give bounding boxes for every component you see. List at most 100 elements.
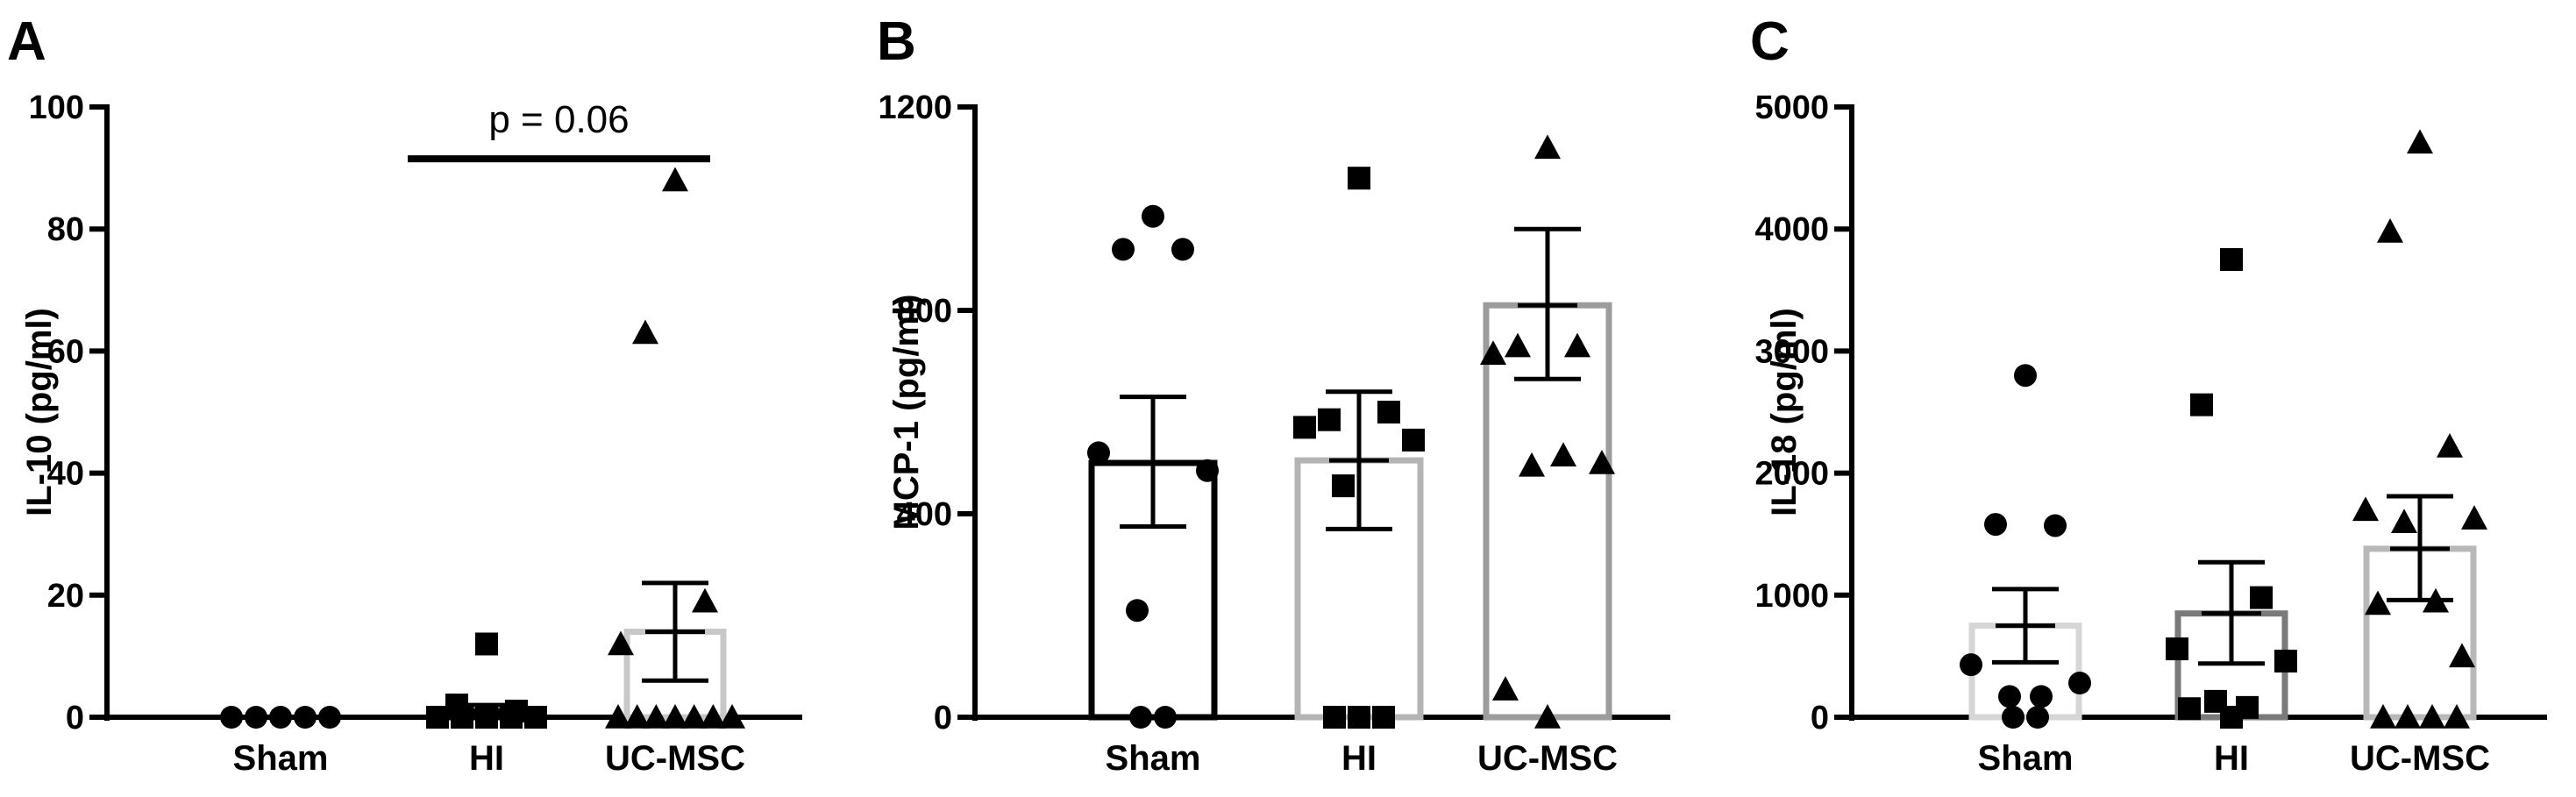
panel-c-data-point [2014, 364, 2037, 388]
panel-b-data-point [1332, 474, 1355, 498]
panel-b-data-point [1492, 676, 1519, 701]
panel-b-data-point [1519, 452, 1545, 477]
panel-b-ytick-label: 400 [897, 496, 952, 533]
panel-b-data-point [1112, 238, 1135, 261]
panel-a-data-point [475, 632, 498, 656]
panel-b-data-point [1377, 401, 1400, 423]
panel-a-data-point [623, 704, 651, 729]
panel-b-data-point [1589, 450, 1615, 474]
panel-a-ytick-label: 60 [47, 333, 84, 370]
panel-b-data-point [1142, 204, 1164, 228]
panel-a-data-point [451, 706, 473, 729]
panel-b-data-point [1087, 441, 1110, 465]
panel-a-data-point [318, 706, 341, 729]
panel-a-ytick-label: 20 [47, 578, 84, 615]
panel-b-data-point [1372, 706, 1395, 729]
panel-a-data-point [426, 706, 449, 729]
panel-c-data-point [2352, 496, 2379, 522]
panel-a-ytick-label: 0 [66, 700, 84, 737]
panel-a-data-point [719, 704, 745, 729]
panel-letter-a: A [7, 11, 46, 72]
panel-a-category-label: Sham [233, 739, 329, 778]
panel-a-ytick-label: 80 [47, 211, 84, 248]
panel-a: A 0 20 40 60 80 100 IL-10 (pg/ml) Sham HI UC-MSC p… [7, 11, 802, 778]
panel-c-data-point [2395, 704, 2421, 729]
panel-c-data-point [2220, 248, 2243, 271]
panel-c-data-point [1960, 653, 1982, 677]
panel-a-y-axis-title: IL-10 (pg/ml) [20, 308, 59, 516]
panel-c-data-point [2444, 704, 2470, 729]
panel-c-data-point [2370, 704, 2396, 729]
panel-a-data-point [245, 706, 267, 729]
panel-c-data-point [2437, 432, 2463, 458]
panel-c-category-label: UC-MSC [2350, 739, 2490, 778]
panel-b-data-point [1171, 238, 1194, 261]
panel-c-data-point [2250, 586, 2273, 609]
panel-a-data-point [608, 630, 634, 656]
panel-b-data-point [1129, 706, 1152, 729]
panel-b-ytick-label: 0 [934, 700, 952, 737]
panel-b-data-point [1154, 706, 1177, 729]
panel-a-data-point [692, 587, 718, 613]
panel-b-data-point [1196, 459, 1219, 482]
panel-b-data-point [1550, 442, 1576, 467]
panel-b-data-point [1323, 706, 1346, 729]
panel-c-ytick-label: 2000 [1754, 456, 1829, 493]
panel-b-data-point [1564, 332, 1590, 358]
panel-a-ytick-label: 40 [47, 456, 84, 493]
panel-b-ytick-label: 1200 [878, 89, 952, 126]
panel-c-data-point [2044, 514, 2067, 537]
panel-a-data-point [524, 706, 547, 729]
panel-c-data-point [2407, 129, 2433, 154]
panel-a-data-point [662, 167, 688, 192]
panel-c-ytick-label: 1000 [1754, 578, 1829, 615]
panel-a-data-point [643, 704, 670, 729]
panel-a-category-label: HI [469, 739, 504, 778]
panel-c-data-point [2449, 643, 2475, 668]
panel-c-data-point [2178, 697, 2201, 721]
panel-c-data-point [2068, 672, 2091, 695]
panel-c-data-point [2026, 706, 2049, 729]
panel-b-y-axis-title: MCP-1 (pg/ml) [887, 295, 926, 530]
panel-c-data-point [1998, 685, 2021, 708]
panel-c-category-label: Sham [1978, 739, 2074, 778]
panel-b-ytick-label: 800 [897, 293, 952, 330]
panel-c-ytick-label: 0 [1811, 700, 1829, 737]
panel-b-category-label: HI [1341, 739, 1377, 778]
panel-c-data-point [1984, 513, 2007, 537]
panel-b-data-point [1505, 332, 1531, 358]
panel-c-data-point [2423, 587, 2449, 613]
panel-a-data-point [700, 704, 727, 729]
panel-c-data-point [2220, 706, 2243, 729]
panel-c: C 0 1000 2000 3000 4000 5000 IL-18 (pg/ml) Sham… [1750, 11, 2547, 778]
panel-a-data-point [294, 706, 317, 729]
panel-c-data-point [2166, 637, 2188, 661]
panel-c-data-point [2190, 393, 2213, 416]
panel-c-ytick-label: 4000 [1754, 211, 1829, 248]
panel-c-data-point [2377, 217, 2403, 243]
panel-a-data-point [475, 706, 498, 729]
panel-a-data-point [680, 704, 708, 729]
panel-b-category-label: UC-MSC [1477, 739, 1618, 778]
panel-letter-b: B [877, 11, 916, 72]
panel-b-data-point [1480, 340, 1506, 366]
panel-b-data-point [1402, 428, 1425, 452]
panel-a-data-point [662, 704, 688, 729]
panel-c-data-point [2365, 590, 2391, 616]
panel-b-data-point [1318, 408, 1341, 431]
panel-b-data-point [1534, 704, 1561, 729]
panel-a-data-point [632, 319, 658, 345]
panel-c-data-point [2274, 649, 2297, 672]
panel-a-category-label: UC-MSC [605, 739, 745, 778]
panel-c-data-point [2461, 505, 2487, 530]
panel-letter-c: C [1750, 11, 1790, 72]
panel-a-data-point [605, 704, 631, 729]
panel-c-data-point [2391, 509, 2417, 534]
panel-c-ytick-label: 5000 [1754, 89, 1829, 126]
panel-a-data-point [269, 706, 292, 729]
panel-b: B 0 400 800 1200 MCP-1 (pg/ml) Sham HI UC-MSC [877, 11, 1670, 778]
panel-c-y-axis-title: IL-18 (pg/ml) [1765, 308, 1804, 516]
panel-b-data-point [1293, 416, 1316, 439]
panel-a-data-point [220, 706, 243, 729]
